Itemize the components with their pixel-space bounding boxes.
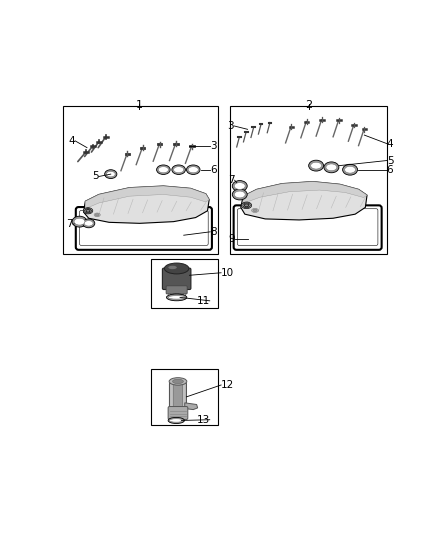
Text: 5: 5 [92,172,99,182]
Ellipse shape [253,209,257,212]
Polygon shape [85,186,209,209]
Ellipse shape [243,203,250,208]
Text: 4: 4 [68,136,75,146]
Ellipse shape [164,263,189,274]
Ellipse shape [166,294,187,301]
Ellipse shape [232,189,247,200]
Ellipse shape [241,202,251,208]
Ellipse shape [232,181,247,191]
Ellipse shape [188,167,198,173]
Ellipse shape [85,208,92,213]
Ellipse shape [345,166,356,173]
Text: 11: 11 [197,296,210,306]
Ellipse shape [106,172,115,177]
Polygon shape [185,403,198,409]
Ellipse shape [172,165,185,174]
FancyBboxPatch shape [173,384,183,409]
Ellipse shape [95,214,99,216]
Ellipse shape [244,204,249,207]
Ellipse shape [86,209,90,212]
Text: 8: 8 [210,227,217,237]
Ellipse shape [105,169,117,179]
Text: 7: 7 [67,220,73,229]
Text: 6: 6 [387,165,393,175]
Text: 5: 5 [387,156,393,166]
Ellipse shape [83,208,93,214]
Text: 3: 3 [227,121,234,131]
Text: 12: 12 [221,380,234,390]
FancyBboxPatch shape [80,211,208,245]
Ellipse shape [343,164,357,175]
FancyBboxPatch shape [168,407,188,419]
Text: 2: 2 [305,100,312,110]
Ellipse shape [158,167,169,173]
Ellipse shape [170,419,183,422]
Ellipse shape [168,266,177,269]
Ellipse shape [187,165,200,174]
Ellipse shape [326,164,337,171]
Bar [63,106,218,254]
FancyBboxPatch shape [76,207,212,250]
Ellipse shape [168,417,184,424]
Text: 4: 4 [387,139,393,149]
FancyBboxPatch shape [233,205,381,250]
Ellipse shape [234,183,245,189]
Ellipse shape [94,213,100,217]
Text: 7: 7 [228,175,235,185]
Ellipse shape [84,221,93,226]
Ellipse shape [168,296,185,299]
Bar [152,259,218,308]
Polygon shape [241,182,367,220]
Ellipse shape [234,191,245,198]
Ellipse shape [311,162,321,169]
Bar [152,369,218,425]
Text: 10: 10 [221,268,234,278]
FancyBboxPatch shape [162,268,191,289]
Polygon shape [243,182,367,203]
Ellipse shape [173,167,184,173]
Ellipse shape [157,165,170,174]
Ellipse shape [251,208,258,213]
Bar [230,106,387,254]
Ellipse shape [173,379,184,384]
Text: 3: 3 [210,141,217,151]
Text: 1: 1 [135,100,142,110]
Ellipse shape [72,216,87,227]
FancyBboxPatch shape [170,383,187,411]
FancyBboxPatch shape [166,286,187,294]
Ellipse shape [169,378,187,385]
Text: 9: 9 [228,233,235,244]
Ellipse shape [324,162,339,173]
Text: 13: 13 [197,415,210,425]
Text: 6: 6 [210,165,217,175]
Ellipse shape [74,218,85,225]
Ellipse shape [309,160,324,171]
Polygon shape [84,186,209,223]
Ellipse shape [83,219,95,228]
FancyBboxPatch shape [237,209,378,245]
